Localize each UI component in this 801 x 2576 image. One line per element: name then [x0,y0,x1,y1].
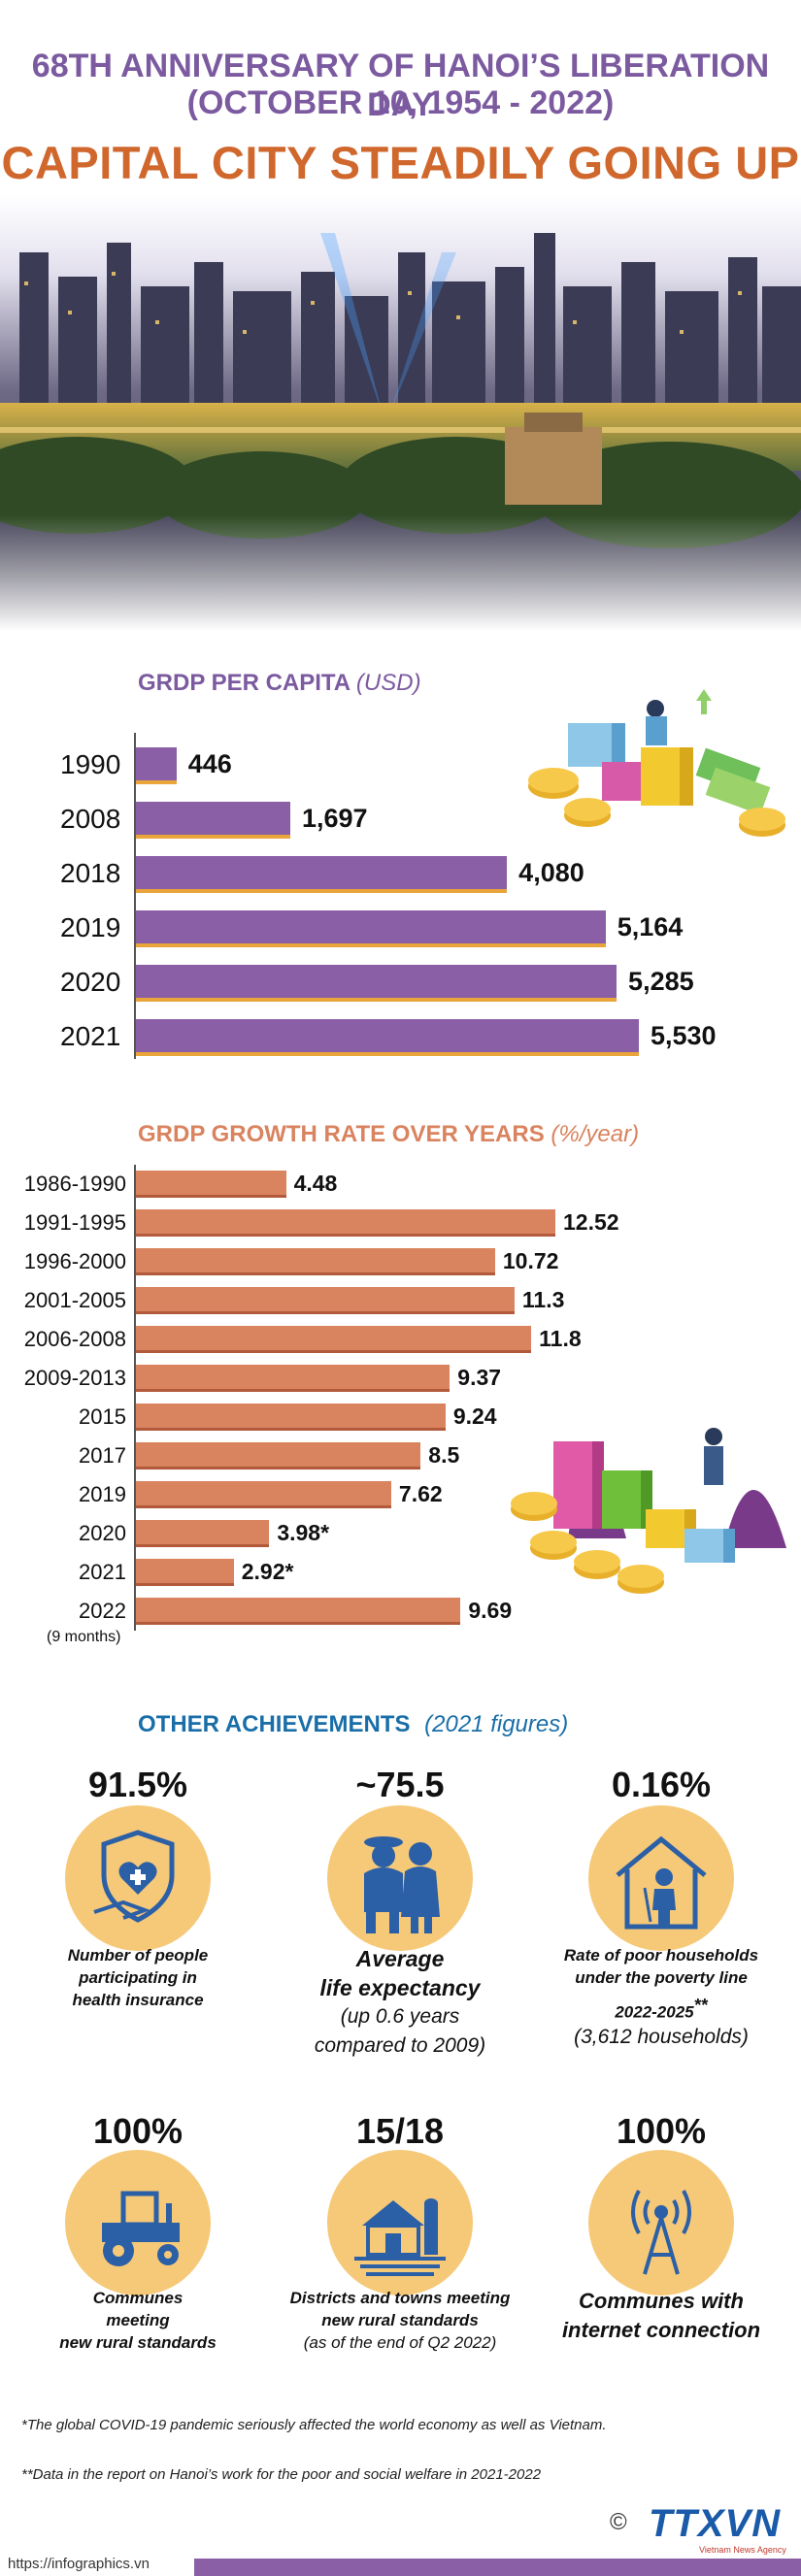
achievement-text-1: Number of people participating in health… [67,1946,209,2009]
chart2-bar [136,1209,555,1237]
achievement-text-5: Districts and towns meeting new rural st… [289,2289,511,2352]
chart2-bar [136,1404,446,1431]
achievement-text-4: Communes meeting new rural standards [59,2289,217,2352]
achievement-text-6: Communes with internet connection [561,2289,761,2342]
chart2-category-label: 1986-1990 [23,1172,126,1196]
grdp-per-capita-title: GRDP PER CAPITA (USD) [138,670,421,696]
grdp-per-capita-chart: 1990 446 2008 1,697 2018 4,080 2019 5,164 2020 5,… [0,728,801,1063]
chart2-value-label: 9.24 [452,1404,497,1429]
chart2-value-label: 8.5 [428,1442,460,1468]
chart1-category-label: 2018 [60,858,121,888]
chart2-category-label: 2020 [79,1521,126,1545]
chart1-value-label: 1,697 [301,804,368,833]
chart2-value-label: 7.62 [398,1481,443,1506]
achievement-text-2: Average life expectancy (up 0.6 years co… [314,1946,486,2057]
chart2-bar [136,1248,495,1275]
achievement-value-4: 100% [92,2111,184,2151]
chart1-value-label: 4,080 [518,858,584,887]
chart1-value-label: 5,164 [617,912,684,941]
achievement-value-1: 91.5% [87,1765,188,1804]
investment-illustration [515,679,796,854]
elderly-couple-icon [364,1836,440,1933]
chart2-value-label: 2.92* [241,1559,294,1584]
chart2-category-label: 2001-2005 [23,1288,126,1312]
achievement-circle-1 [65,1805,211,1951]
tractor-icon [102,2191,180,2266]
chart1-value-label: 446 [187,749,232,778]
chart2-category-label: 1991-1995 [23,1210,126,1235]
chart1-bar [136,1019,639,1056]
chart1-bar [136,910,606,947]
ttxvn-logo: TTXVN [649,2502,782,2545]
chart2-bar [136,1365,451,1392]
achievement-value-3: 0.16% [611,1765,712,1804]
achievement-value-5: 15/18 [355,2111,445,2151]
chart1-category-label: 1990 [60,749,121,779]
chart1-category-label: 2008 [60,804,121,834]
chart2-value-label: 12.52 [563,1209,619,1235]
grdp-growth-chart: 1986-1990 4.48 1991-1995 12.52 1996-2000 10.7… [0,1165,801,1660]
chart2-bar [136,1520,270,1547]
achievement-circle-3 [588,1805,734,1951]
achievement-circle-5 [327,2150,473,2295]
chart1-category-label: 2019 [60,912,121,942]
chart2-bar [136,1598,461,1625]
chart2-category-note: (9 months) [47,1629,121,1645]
chart1-value-label: 5,285 [628,967,694,996]
growth-illustration [510,1393,796,1602]
chart2-axis [134,1165,136,1631]
chart2-bar [136,1287,515,1314]
chart2-bar [136,1326,532,1353]
health-shield-icon [93,1830,175,1923]
chart2-value-label: 9.69 [468,1598,513,1623]
chart2-category-label: 2022 [79,1599,126,1623]
grdp-growth-title: GRDP GROWTH RATE OVER YEARS (%/year) [138,1121,640,1147]
chart2-value-label: 10.72 [502,1248,559,1273]
agency-name: Vietnam News Agency [699,2545,786,2555]
achievements-title: OTHER ACHIEVEMENTS (2021 figures) [138,1711,569,1737]
poor-household-icon [616,1835,707,1930]
chart1-category-label: 2020 [60,967,121,997]
header-line-2: (OCTOBER 10, 1954 - 2022) [186,84,615,121]
chart2-bar [136,1481,391,1508]
chart2-category-label: 2021 [79,1560,126,1584]
farm-house-icon [354,2198,446,2276]
achievement-text-3: Rate of poor households under the povert… [563,1946,759,2048]
chart2-bar [136,1442,421,1470]
hanoi-night-photo [0,194,801,631]
chart2-value-label: 11.8 [539,1326,582,1351]
chart1-bar [136,802,290,839]
chart2-value-label: 3.98* [277,1520,330,1545]
chart1-bar [136,747,177,784]
chart2-value-label: 9.37 [457,1365,502,1390]
achievement-circle-6 [588,2150,734,2295]
page-title: CAPITAL CITY STEADILY GOING UP [1,137,800,188]
chart2-category-label: 2019 [79,1482,126,1506]
footer-url[interactable]: https://infographics.vn [8,2556,150,2572]
copyright-mark: © [610,2509,627,2535]
achievement-value-2: ~75.5 [355,1765,445,1804]
chart2-category-label: 2006-2008 [23,1327,126,1351]
achievement-circle-4 [65,2150,211,2295]
chart2-value-label: 11.3 [521,1287,565,1312]
chart2-bar [136,1171,286,1198]
chart1-bar [136,856,508,893]
chart1-bar [136,965,617,1002]
achievement-value-6: 100% [616,2111,707,2151]
chart2-bar [136,1559,234,1586]
chart1-value-label: 5,530 [651,1021,717,1050]
achievement-circle-2 [327,1805,473,1951]
chart2-category-label: 2017 [79,1443,126,1468]
chart1-category-label: 2021 [60,1021,121,1051]
footnote-1: *The global COVID-19 pandemic seriously … [21,2417,607,2433]
footnote-2: **Data in the report on Hanoi’s work for… [21,2466,542,2483]
antenna-icon [631,2190,691,2275]
chart2-category-label: 2015 [79,1404,126,1429]
chart2-category-label: 2009-2013 [23,1366,126,1390]
footer-band [194,2559,801,2576]
header-line-1: 68TH ANNIVERSARY OF HANOI’S LIBERATION D… [31,48,770,123]
chart1-axis [134,733,136,1059]
chart2-category-label: 1996-2000 [23,1249,126,1273]
chart2-value-label: 4.48 [293,1171,338,1196]
